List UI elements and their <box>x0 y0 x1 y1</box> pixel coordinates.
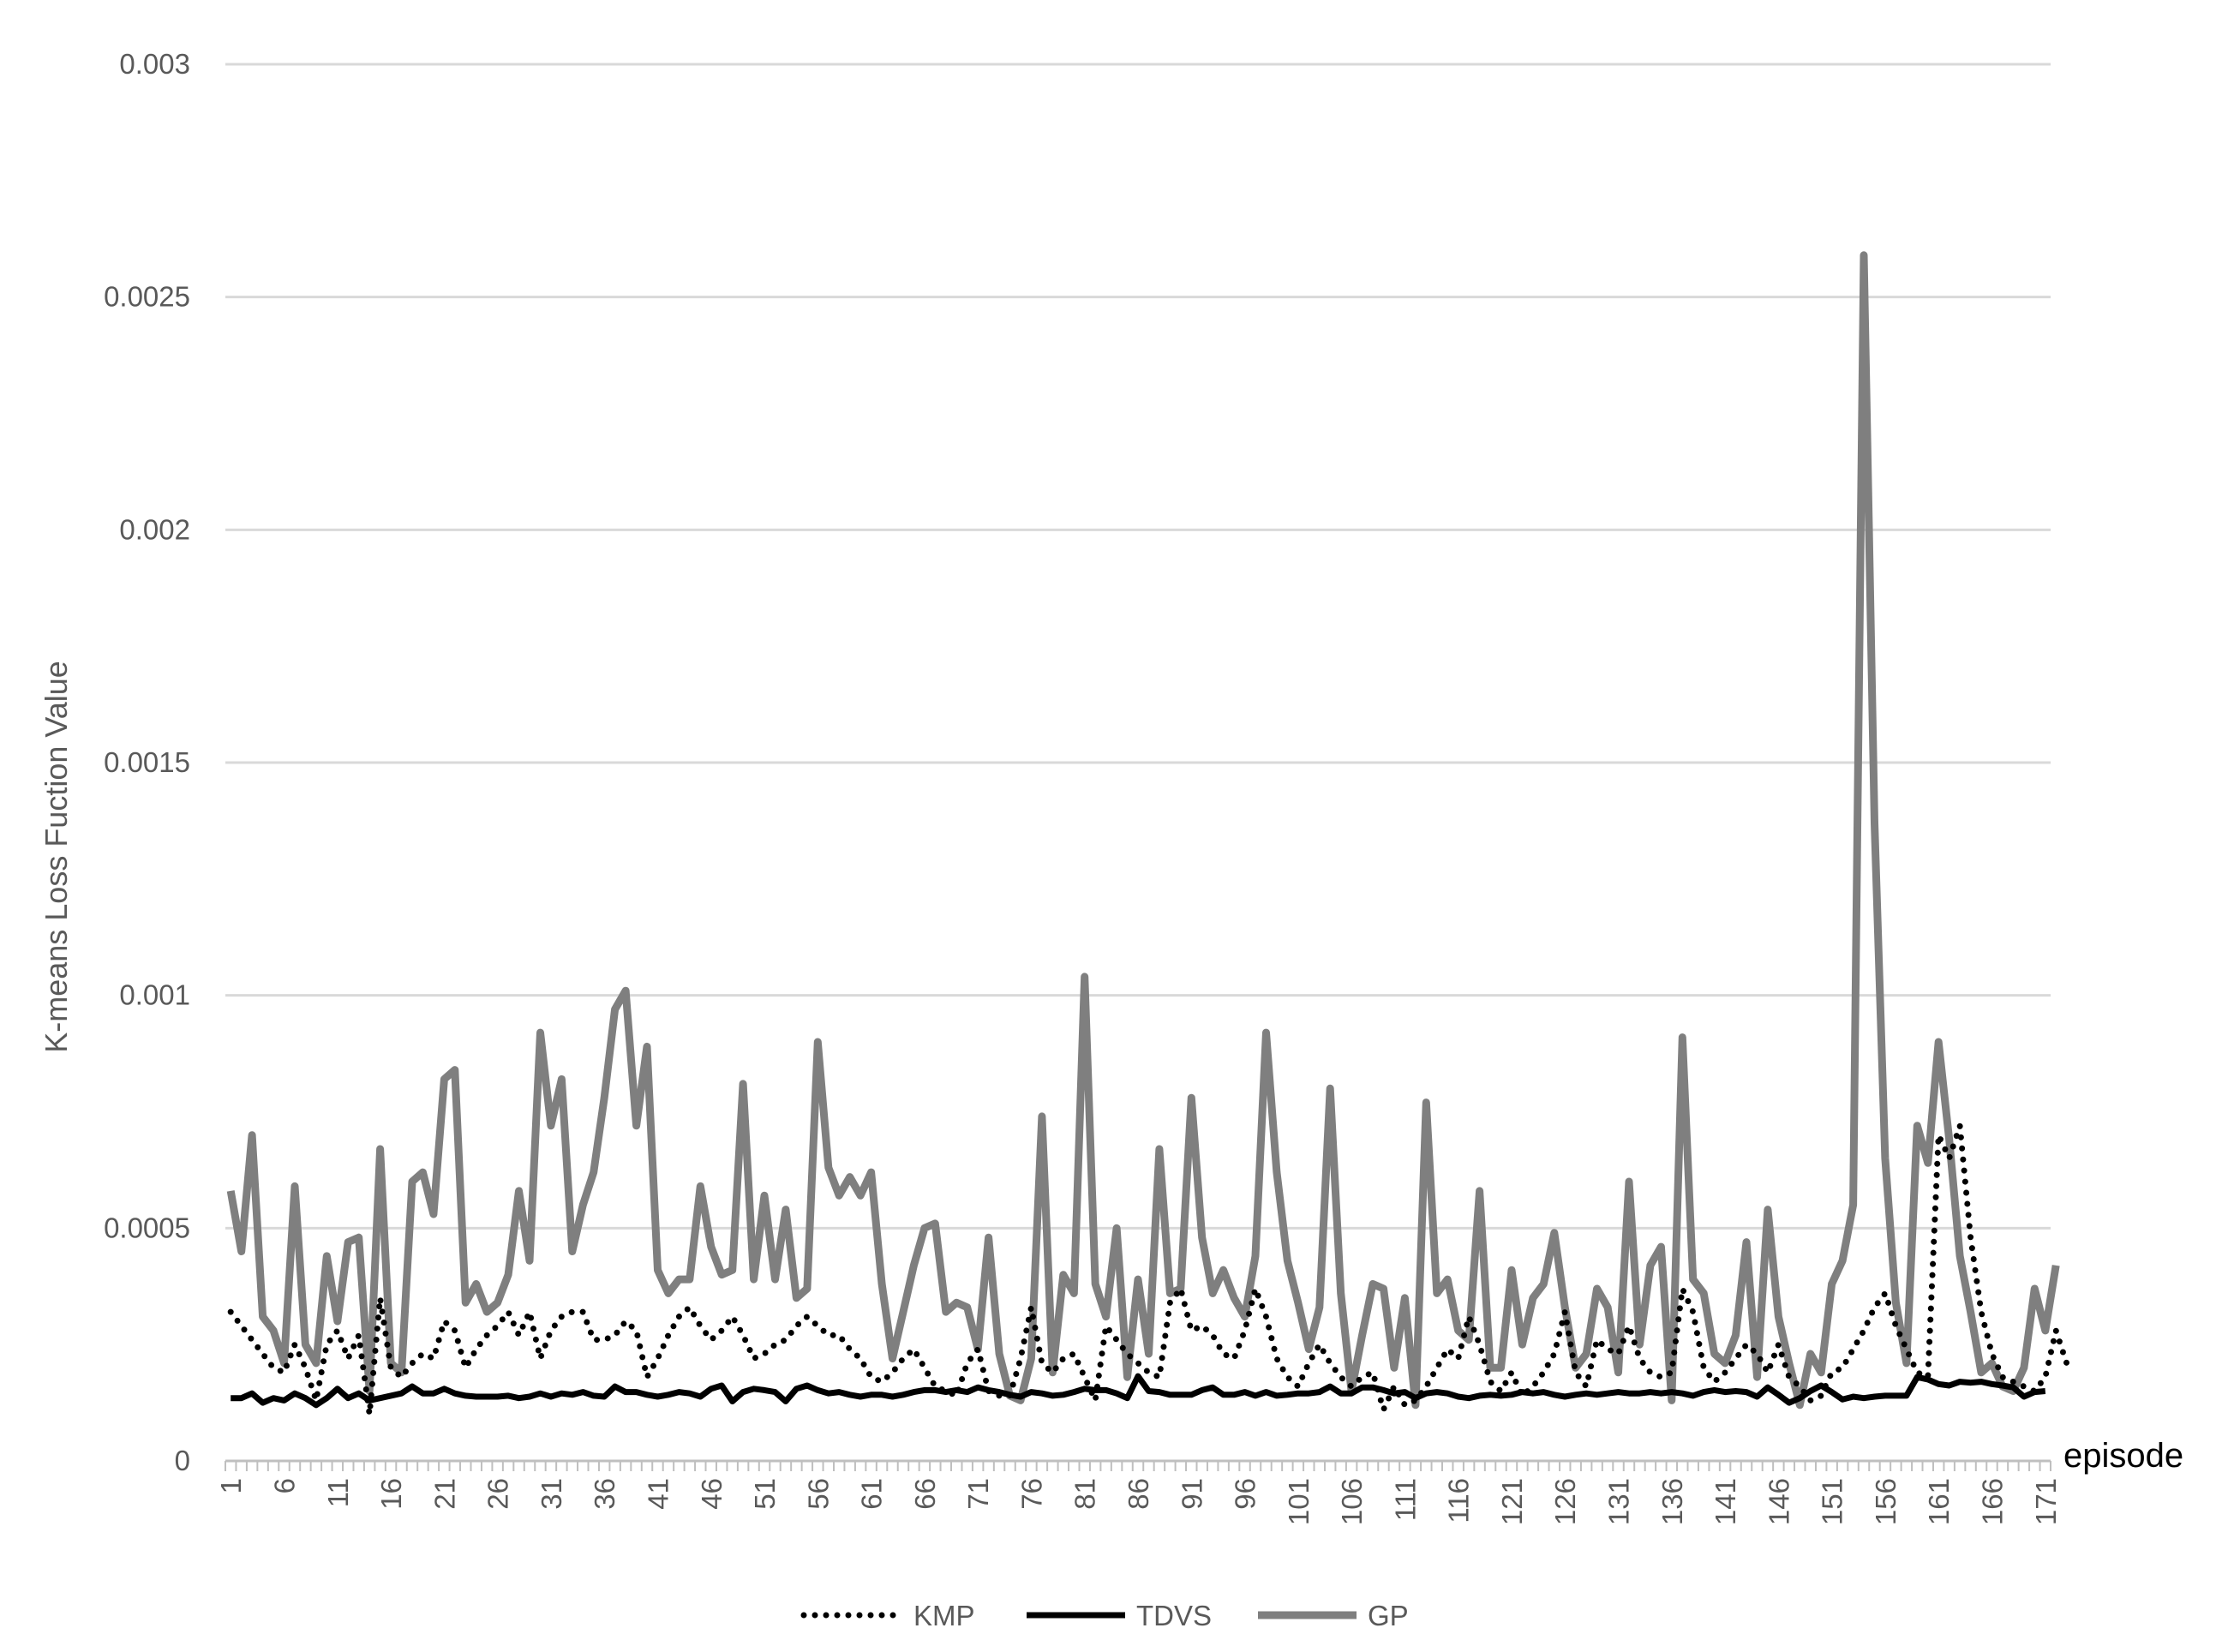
series-line-kmp <box>227 1124 2070 1419</box>
x-tick-label: 171 <box>2030 1478 2062 1525</box>
y-tick-label: 0.003 <box>119 48 190 80</box>
series-line-tdvs <box>231 1373 2046 1409</box>
x-tick-label: 26 <box>482 1478 514 1510</box>
y-axis-ticks: 0 0.0005 0.001 0.0015 0.002 0.0025 0.003 <box>104 48 190 1476</box>
x-tick-label: 56 <box>802 1478 834 1510</box>
x-tick-label: 161 <box>1923 1478 1955 1525</box>
x-tick-label: 166 <box>1976 1478 2008 1525</box>
x-tick-label: 46 <box>696 1478 728 1510</box>
x-tick-label: 71 <box>962 1478 994 1510</box>
y-axis-label: K-means Loss Fuction Value <box>39 661 74 1053</box>
x-tick-label: 31 <box>536 1478 567 1510</box>
x-tick-label: 36 <box>589 1478 620 1510</box>
y-tick-label: 0.0025 <box>104 281 190 313</box>
legend-label-gp: GP <box>1368 1600 1409 1631</box>
x-tick-label: 141 <box>1710 1478 1741 1525</box>
x-tick-label: 6 <box>269 1478 301 1493</box>
x-tick-label: 126 <box>1549 1478 1581 1525</box>
x-tick-label: 116 <box>1443 1478 1475 1523</box>
x-axis-ticks: 1 6 11 16 21 26 31 36 41 46 51 56 61 66 71 76 81 86 91 96 10… <box>215 1461 2062 1525</box>
x-tick-label: 91 <box>1176 1478 1207 1510</box>
y-tick-label: 0.002 <box>119 513 190 545</box>
x-tick-label: 101 <box>1283 1478 1315 1525</box>
x-tick-label: 131 <box>1603 1478 1635 1525</box>
x-tick-label: 76 <box>1015 1478 1047 1510</box>
y-tick-label: 0.0005 <box>104 1212 190 1243</box>
x-tick-label: 41 <box>642 1478 674 1510</box>
y-tick-label: 0.0015 <box>104 746 190 778</box>
y-tick-label: 0.001 <box>119 979 190 1011</box>
series-line-gp <box>226 251 2060 1410</box>
x-tick-label: 11 <box>322 1478 354 1507</box>
x-tick-label: 111 <box>1389 1478 1421 1521</box>
x-tick-label: 121 <box>1496 1478 1528 1525</box>
x-tick-label: 21 <box>428 1478 460 1510</box>
x-tick-label: 136 <box>1656 1478 1688 1525</box>
data-series <box>226 251 2070 1419</box>
x-tick-label: 16 <box>375 1478 407 1510</box>
x-tick-label: 81 <box>1069 1478 1101 1510</box>
x-tick-label: 61 <box>856 1478 888 1510</box>
x-tick-label: 146 <box>1763 1478 1794 1525</box>
x-tick-label: 1 <box>215 1478 247 1493</box>
x-tick-label: 96 <box>1230 1478 1261 1510</box>
y-tick-label: 0 <box>175 1445 190 1476</box>
x-tick-label: 51 <box>749 1478 781 1510</box>
legend-label-tdvs: TDVS <box>1136 1600 1212 1631</box>
x-tick-label: 156 <box>1870 1478 1902 1525</box>
x-axis-label: episode <box>2063 1437 2183 1475</box>
x-tick-label: 86 <box>1123 1478 1154 1510</box>
x-tick-label: 106 <box>1336 1478 1368 1525</box>
x-tick-label: 151 <box>1817 1478 1848 1525</box>
legend-label-kmp: KMP <box>913 1600 975 1631</box>
legend: KMP TDVS GP <box>800 1600 1409 1631</box>
x-tick-label: 66 <box>909 1478 941 1510</box>
